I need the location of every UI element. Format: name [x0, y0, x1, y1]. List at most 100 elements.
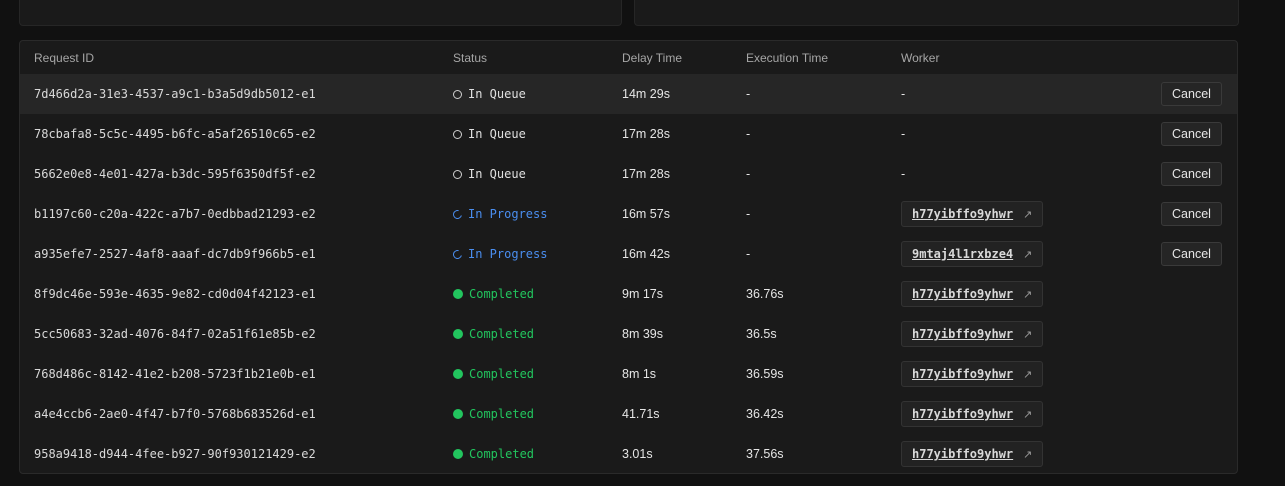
- header-status: Status: [453, 51, 488, 65]
- worker-link[interactable]: h77yibffo9yhwr ↗: [901, 281, 1044, 307]
- delay-time: 16m 57s: [622, 207, 670, 221]
- status-text: In Progress: [468, 207, 548, 221]
- execution-time: 36.59s: [746, 367, 784, 381]
- cancel-button[interactable]: Cancel: [1161, 82, 1222, 106]
- status-badge: Completed: [453, 367, 534, 381]
- delay-time: 14m 29s: [622, 87, 670, 101]
- table-row[interactable]: a4e4ccb6-2ae0-4f47-b7f0-5768b683526d-e1 C…: [20, 394, 1237, 434]
- status-text: In Queue: [468, 127, 526, 141]
- external-link-icon: ↗: [1023, 368, 1033, 381]
- table-row[interactable]: a935efe7-2527-4af8-aaaf-dc7db9f966b5-e1 I…: [20, 234, 1237, 274]
- worker-id: h77yibffo9yhwr: [912, 447, 1014, 461]
- status-text: In Queue: [468, 87, 526, 101]
- circle-outline-icon: [453, 129, 462, 139]
- table-row[interactable]: 5cc50683-32ad-4076-84f7-02a51f61e85b-e2 C…: [20, 314, 1237, 354]
- top-left-panel: [19, 0, 622, 26]
- status-badge: In Queue: [453, 127, 526, 141]
- execution-time: 36.5s: [746, 327, 777, 341]
- worker-id: 9mtaj4l1rxbze4: [912, 247, 1014, 261]
- filled-circle-icon: [453, 289, 463, 299]
- external-link-icon: ↗: [1023, 208, 1033, 221]
- worker-link[interactable]: h77yibffo9yhwr ↗: [901, 361, 1044, 387]
- spinner-icon: [451, 247, 464, 261]
- top-right-panel: [634, 0, 1239, 26]
- filled-circle-icon: [453, 369, 463, 379]
- table-row[interactable]: 958a9418-d944-4fee-b927-90f930121429-e2 C…: [20, 434, 1237, 473]
- request-id: 958a9418-d944-4fee-b927-90f930121429-e2: [34, 447, 316, 461]
- status-badge: In Queue: [453, 167, 526, 181]
- worker-link[interactable]: h77yibffo9yhwr ↗: [901, 401, 1044, 427]
- filled-circle-icon: [453, 409, 463, 419]
- worker-link[interactable]: 9mtaj4l1rxbze4 ↗: [901, 241, 1044, 267]
- delay-time: 9m 17s: [622, 287, 663, 301]
- table-row[interactable]: b1197c60-c20a-422c-a7b7-0edbbad21293-e2 I…: [20, 194, 1237, 234]
- status-badge: In Progress: [451, 207, 548, 221]
- header-execution-time: Execution Time: [746, 51, 829, 65]
- header-worker: Worker: [901, 51, 940, 65]
- cancel-button[interactable]: Cancel: [1161, 162, 1222, 186]
- table-row[interactable]: 7d466d2a-31e3-4537-a9c1-b3a5d9db5012-e1 I…: [20, 74, 1237, 114]
- delay-time: 8m 39s: [622, 327, 663, 341]
- header-delay-time: Delay Time: [622, 51, 683, 65]
- external-link-icon: ↗: [1023, 448, 1033, 461]
- worker-link[interactable]: h77yibffo9yhwr ↗: [901, 321, 1044, 347]
- status-badge: Completed: [453, 327, 534, 341]
- status-text: In Progress: [468, 247, 548, 261]
- table-row[interactable]: 78cbafa8-5c5c-4495-b6fc-a5af26510c65-e2 I…: [20, 114, 1237, 154]
- request-id: 8f9dc46e-593e-4635-9e82-cd0d04f42123-e1: [34, 287, 316, 301]
- worker-link[interactable]: h77yibffo9yhwr ↗: [901, 201, 1044, 227]
- status-badge: In Progress: [451, 247, 548, 261]
- status-text: Completed: [469, 407, 535, 421]
- worker-id: h77yibffo9yhwr: [912, 327, 1014, 341]
- worker-empty: -: [901, 167, 906, 181]
- execution-time: 37.56s: [746, 447, 784, 461]
- request-id: a935efe7-2527-4af8-aaaf-dc7db9f966b5-e1: [34, 247, 316, 261]
- execution-time: -: [746, 127, 751, 141]
- cancel-button[interactable]: Cancel: [1161, 202, 1222, 226]
- delay-time: 41.71s: [622, 407, 660, 421]
- delay-time: 3.01s: [622, 447, 653, 461]
- request-id: 5cc50683-32ad-4076-84f7-02a51f61e85b-e2: [34, 327, 316, 341]
- request-id: 7d466d2a-31e3-4537-a9c1-b3a5d9db5012-e1: [34, 87, 316, 101]
- filled-circle-icon: [453, 329, 463, 339]
- external-link-icon: ↗: [1023, 288, 1033, 301]
- spinner-icon: [451, 207, 464, 221]
- status-text: Completed: [469, 287, 535, 301]
- header-request-id: Request ID: [34, 51, 95, 65]
- table-row[interactable]: 768d486c-8142-41e2-b208-5723f1b21e0b-e1 C…: [20, 354, 1237, 394]
- execution-time: -: [746, 167, 751, 181]
- cancel-button[interactable]: Cancel: [1161, 242, 1222, 266]
- cancel-button[interactable]: Cancel: [1161, 122, 1222, 146]
- delay-time: 16m 42s: [622, 247, 670, 261]
- delay-time: 17m 28s: [622, 167, 670, 181]
- delay-time: 8m 1s: [622, 367, 657, 381]
- worker-link[interactable]: h77yibffo9yhwr ↗: [901, 441, 1044, 467]
- status-badge: Completed: [453, 287, 534, 301]
- status-badge: Completed: [453, 447, 534, 461]
- worker-empty: -: [901, 87, 906, 101]
- circle-outline-icon: [453, 89, 462, 99]
- status-badge: In Queue: [453, 87, 526, 101]
- table-row[interactable]: 5662e0e8-4e01-427a-b3dc-595f6350df5f-e2 I…: [20, 154, 1237, 194]
- worker-id: h77yibffo9yhwr: [912, 407, 1014, 421]
- worker-id: h77yibffo9yhwr: [912, 287, 1014, 301]
- execution-time: -: [746, 247, 751, 261]
- request-id: a4e4ccb6-2ae0-4f47-b7f0-5768b683526d-e1: [34, 407, 316, 421]
- request-id: 5662e0e8-4e01-427a-b3dc-595f6350df5f-e2: [34, 167, 316, 181]
- filled-circle-icon: [453, 449, 463, 459]
- execution-time: 36.42s: [746, 407, 784, 421]
- external-link-icon: ↗: [1023, 408, 1033, 421]
- status-text: In Queue: [468, 167, 526, 181]
- delay-time: 17m 28s: [622, 127, 670, 141]
- worker-id: h77yibffo9yhwr: [912, 207, 1014, 221]
- execution-time: -: [746, 87, 751, 101]
- request-id: b1197c60-c20a-422c-a7b7-0edbbad21293-e2: [34, 207, 316, 221]
- external-link-icon: ↗: [1023, 248, 1033, 261]
- status-text: Completed: [469, 447, 535, 461]
- external-link-icon: ↗: [1023, 328, 1033, 341]
- circle-outline-icon: [453, 169, 462, 179]
- execution-time: 36.76s: [746, 287, 784, 301]
- status-text: Completed: [469, 367, 535, 381]
- requests-table: Request ID Status Delay Time Execution T…: [19, 40, 1238, 474]
- table-row[interactable]: 8f9dc46e-593e-4635-9e82-cd0d04f42123-e1 C…: [20, 274, 1237, 314]
